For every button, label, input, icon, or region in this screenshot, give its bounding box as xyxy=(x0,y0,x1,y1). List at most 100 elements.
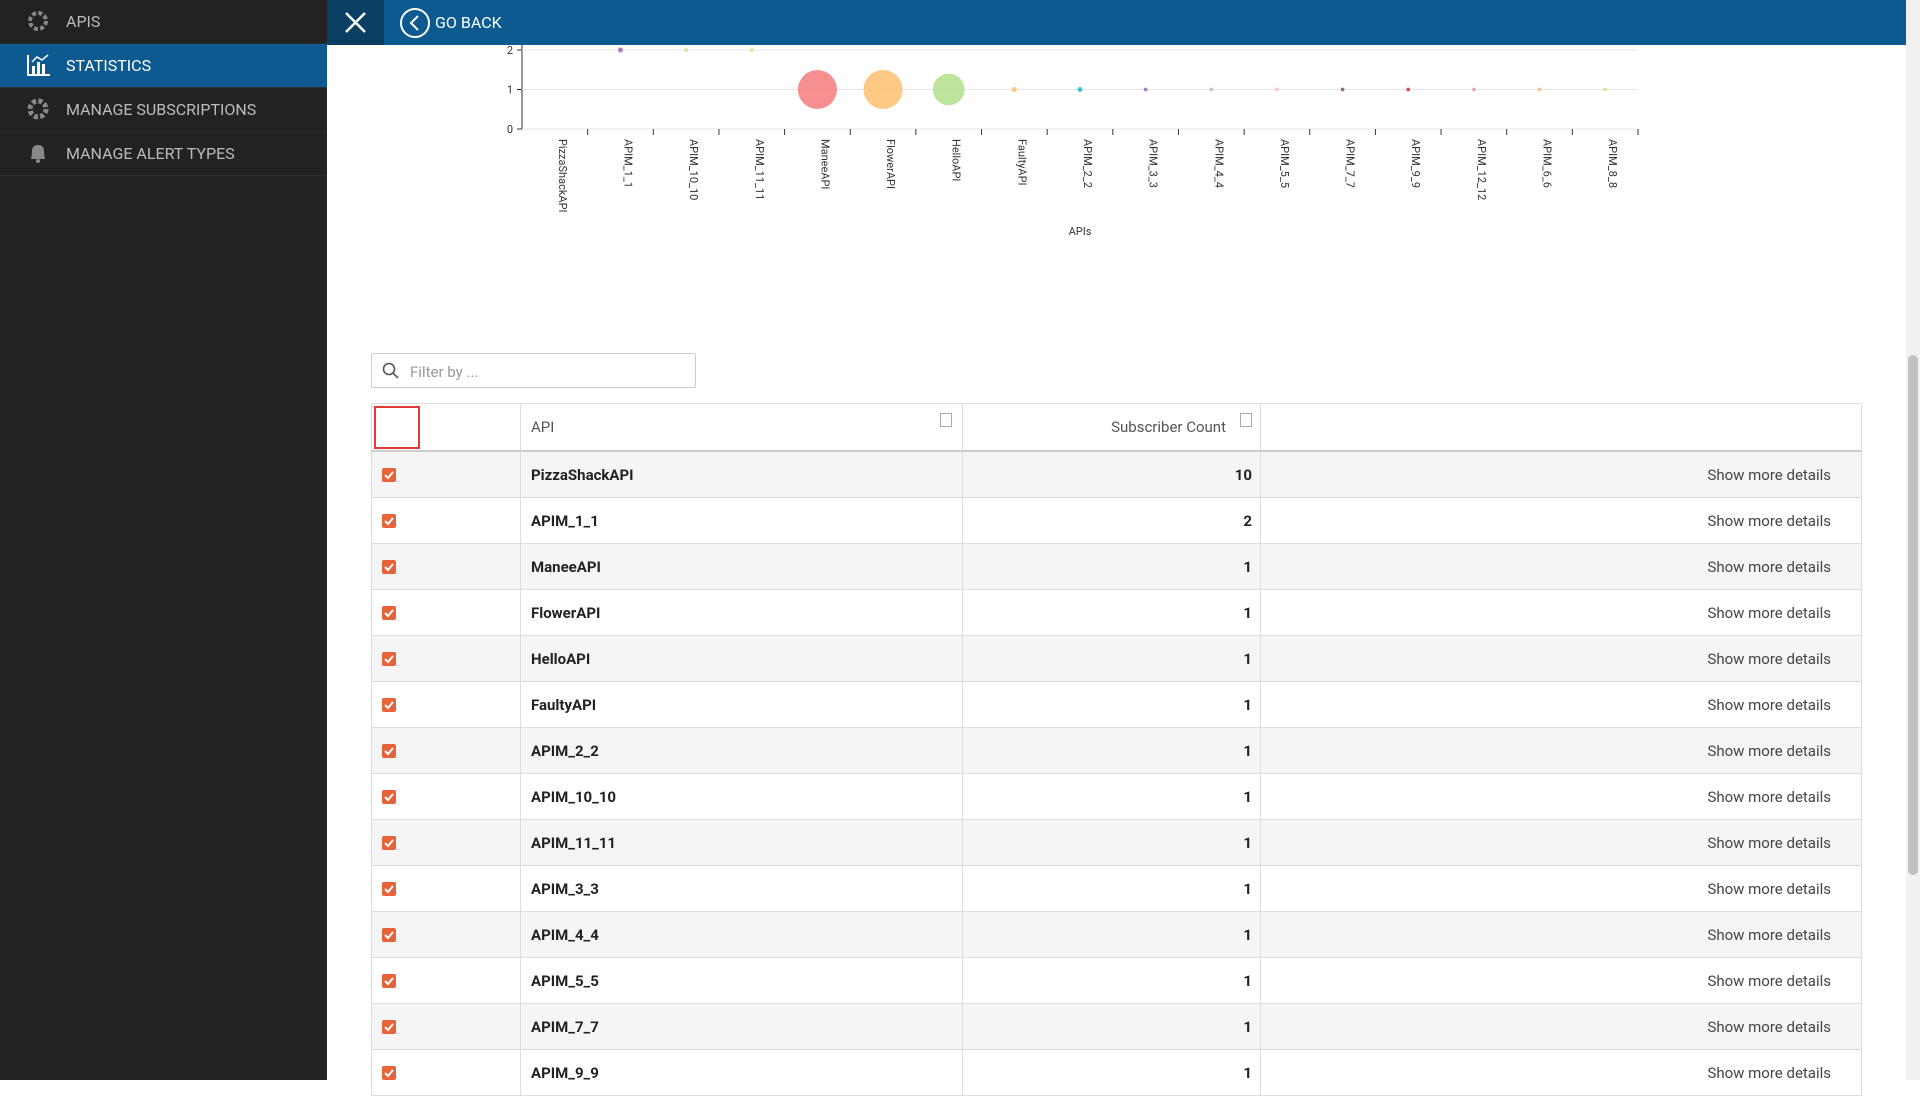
api-name: APIM_7_7 xyxy=(521,1004,963,1050)
subscriber-count: 1 xyxy=(963,866,1261,912)
details-link[interactable]: Show more details xyxy=(1707,972,1831,990)
checkbox[interactable] xyxy=(382,514,396,528)
go-back[interactable]: GO BACK xyxy=(435,13,502,32)
nav-label: MANAGE ALERT TYPES xyxy=(66,144,235,163)
details-link[interactable]: Show more details xyxy=(1707,834,1831,852)
x-tick-label: APIM_7_7 xyxy=(1344,139,1357,188)
nav-item[interactable]: MANAGE SUBSCRIPTIONS xyxy=(0,88,327,132)
close-button[interactable] xyxy=(327,0,384,45)
x-axis-label: APIs xyxy=(1069,225,1092,238)
checkbox-cell xyxy=(372,636,521,682)
checkbox[interactable] xyxy=(382,698,396,712)
back-icon[interactable] xyxy=(399,7,431,39)
checkbox-cell xyxy=(372,958,521,1004)
details-link[interactable]: Show more details xyxy=(1707,466,1831,484)
x-tick-label: HelloAPI xyxy=(950,139,963,181)
bubble xyxy=(863,69,903,110)
table-row: APIM_1_1 2 Show more details xyxy=(371,498,1862,544)
column-title: API xyxy=(531,418,555,436)
subscriber-count: 1 xyxy=(963,912,1261,958)
table-row: APIM_9_9 1 Show more details xyxy=(371,1050,1862,1096)
details-link[interactable]: Show more details xyxy=(1707,512,1831,530)
bubble xyxy=(932,73,965,106)
api-name: APIM_11_11 xyxy=(521,820,963,866)
nav-item[interactable]: APIS xyxy=(0,0,327,44)
chart: 0 1 2 PizzaShackAPI APIM_1_1 APIM_10_10 APIM_1… xyxy=(507,44,1639,238)
top-bar xyxy=(327,0,1906,45)
checkbox[interactable] xyxy=(382,560,396,574)
details-link[interactable]: Show more details xyxy=(1707,604,1831,622)
table-row: APIM_7_7 1 Show more details xyxy=(371,1004,1862,1050)
details-link[interactable]: Show more details xyxy=(1707,926,1831,944)
checkbox[interactable] xyxy=(382,1020,396,1034)
nav-item[interactable]: STATISTICS xyxy=(0,44,327,88)
x-tick-label: ManeeAPI xyxy=(818,139,831,189)
details-link[interactable]: Show more details xyxy=(1707,880,1831,898)
details-link[interactable]: Show more details xyxy=(1707,788,1831,806)
bubble xyxy=(1275,87,1279,92)
x-tick-label: APIM_3_3 xyxy=(1147,139,1160,188)
filter-placeholder: Filter by ... xyxy=(410,363,479,381)
bubble xyxy=(1011,87,1017,92)
bubble xyxy=(1537,87,1542,92)
header-cell xyxy=(372,404,521,451)
scroll-thumb[interactable] xyxy=(1908,355,1918,875)
selection-highlight xyxy=(374,406,420,449)
bubble xyxy=(1143,87,1148,92)
nav-item[interactable]: MANAGE ALERT TYPES xyxy=(0,132,327,176)
table-row: APIM_5_5 1 Show more details xyxy=(371,958,1862,1004)
api-name: HelloAPI xyxy=(521,636,963,682)
close-icon xyxy=(345,12,366,33)
checkbox[interactable] xyxy=(382,928,396,942)
x-tick-label: APIM_2_2 xyxy=(1081,139,1094,188)
checkbox[interactable] xyxy=(382,468,396,482)
filter-input[interactable]: Filter by ... xyxy=(371,353,696,388)
x-tick-label: APIM_6_6 xyxy=(1541,139,1554,188)
checkbox[interactable] xyxy=(382,652,396,666)
checkbox[interactable] xyxy=(382,882,396,896)
subscriber-count: 1 xyxy=(963,958,1261,1004)
checkbox-cell xyxy=(372,498,521,544)
api-name: ManeeAPI xyxy=(521,544,963,590)
subscriber-count: 1 xyxy=(963,1004,1261,1050)
bubble xyxy=(1472,87,1476,92)
nav-label: MANAGE SUBSCRIPTIONS xyxy=(66,100,257,119)
table-row: APIM_4_4 1 Show more details xyxy=(371,912,1862,958)
api-name: APIM_9_9 xyxy=(521,1050,963,1096)
checkbox[interactable] xyxy=(382,1066,396,1080)
checkbox[interactable] xyxy=(382,790,396,804)
checkbox-cell xyxy=(372,682,521,728)
details-link[interactable]: Show more details xyxy=(1707,1064,1831,1082)
api-name: APIM_4_4 xyxy=(521,912,963,958)
checkbox[interactable] xyxy=(382,974,396,988)
checkbox-cell xyxy=(372,866,521,912)
table-header: API Subscriber Count xyxy=(371,403,1862,452)
checkbox[interactable] xyxy=(382,744,396,758)
bubble xyxy=(1209,87,1214,92)
checkbox[interactable] xyxy=(382,606,396,620)
api-name: APIM_1_1 xyxy=(521,498,963,544)
checkbox-cell xyxy=(372,1004,521,1050)
table-row: APIM_11_11 1 Show more details xyxy=(371,820,1862,866)
sidebar: APIS STATISTICS MANAGE SUBSCRIPTIONS MANAGE… xyxy=(0,0,327,1080)
details-link[interactable]: Show more details xyxy=(1707,742,1831,760)
checkbox[interactable] xyxy=(382,836,396,850)
details-link[interactable]: Show more details xyxy=(1707,1018,1831,1036)
y-tick-label: 0 xyxy=(507,123,513,136)
api-name: PizzaShackAPI xyxy=(521,452,963,498)
table-row: PizzaShackAPI 10 Show more details xyxy=(371,452,1862,498)
details-link[interactable]: Show more details xyxy=(1707,696,1831,714)
table-row: APIM_10_10 1 Show more details xyxy=(371,774,1862,820)
details-link[interactable]: Show more details xyxy=(1707,558,1831,576)
table-row: HelloAPI 1 Show more details xyxy=(371,636,1862,682)
checkbox-cell xyxy=(372,452,521,498)
bubble xyxy=(684,48,688,52)
details-link[interactable]: Show more details xyxy=(1707,650,1831,668)
checkbox-cell xyxy=(372,774,521,820)
column-menu-icon xyxy=(940,413,952,427)
checkbox-cell xyxy=(372,912,521,958)
y-tick-label: 2 xyxy=(507,44,513,57)
api-name: APIM_10_10 xyxy=(521,774,963,820)
nav-icon xyxy=(28,10,48,31)
